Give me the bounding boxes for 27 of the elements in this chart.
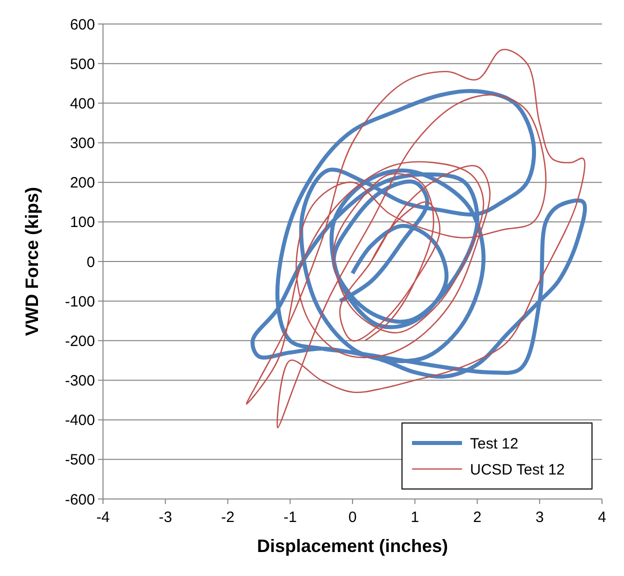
x-tick-label: -3 (158, 509, 172, 526)
y-tick-label: 500 (70, 56, 95, 73)
y-tick-label: 0 (86, 254, 95, 271)
x-tick-label: 4 (598, 509, 606, 526)
y-tick-label: 100 (70, 214, 95, 232)
y-tick-label: 200 (70, 174, 95, 192)
y-tick-label: -600 (64, 491, 95, 508)
x-tick-label: -4 (96, 509, 110, 526)
y-axis-title: VWD Force (kips) (22, 186, 42, 336)
y-tick-label: -500 (64, 452, 95, 469)
x-tick-label: 0 (348, 509, 357, 526)
y-tick-label: 600 (70, 16, 95, 34)
x-tick-label: 2 (473, 509, 482, 526)
y-tick-label: 400 (70, 95, 95, 112)
x-axis-title: Displacement (inches) (256, 536, 448, 556)
legend-label: Test 12 (470, 435, 518, 452)
y-tick-label: -200 (64, 332, 95, 350)
line-series (250, 88, 586, 378)
x-tick-label: 3 (535, 509, 544, 526)
x-tick-label: -2 (221, 509, 234, 526)
y-tick-label: 300 (70, 135, 95, 152)
y-tick-label: -400 (64, 412, 95, 430)
y-tick-label: -300 (64, 372, 95, 390)
x-tick-label: -1 (283, 509, 297, 526)
legend-label: UCSD Test 12 (470, 461, 565, 478)
y-tick-label: -100 (64, 293, 95, 310)
x-tick-label: 1 (410, 509, 420, 526)
